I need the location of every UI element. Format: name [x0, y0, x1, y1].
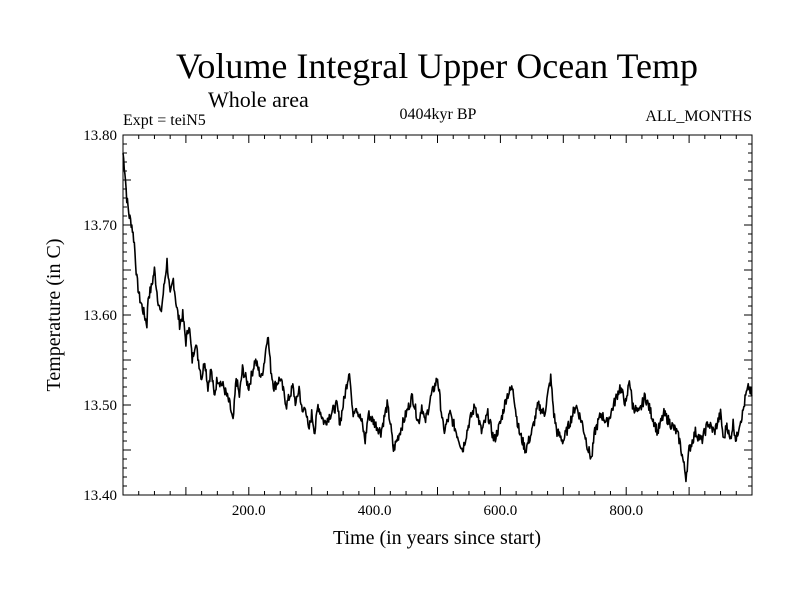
- x-tick-label: 800.0: [609, 503, 643, 519]
- y-tick-label: 13.70: [83, 218, 117, 234]
- plot-frame: [122, 134, 753, 496]
- series-group: [122, 153, 753, 483]
- x-tick-label: 600.0: [484, 503, 518, 519]
- chart-title: Volume Integral Upper Ocean Temp: [176, 46, 698, 86]
- x-axis-label: Time (in years since start): [333, 527, 541, 549]
- x-tick-label: 200.0: [232, 503, 266, 519]
- experiment-label: Expt = teiN5: [123, 112, 206, 129]
- axis-ticks: [123, 135, 752, 495]
- y-axis-label: Temperature (in C): [43, 239, 65, 392]
- y-tick-label: 13.80: [83, 128, 117, 144]
- period-label: 0404kyr BP: [400, 106, 477, 123]
- series-line-temperature: [122, 153, 753, 483]
- y-tick-label: 13.60: [83, 308, 117, 324]
- months-label: ALL_MONTHS: [645, 108, 752, 125]
- x-tick-label: 400.0: [358, 503, 392, 519]
- y-tick-label: 13.50: [83, 398, 117, 414]
- chart-subtitle: Whole area: [208, 87, 309, 112]
- y-tick-label: 13.40: [83, 488, 117, 504]
